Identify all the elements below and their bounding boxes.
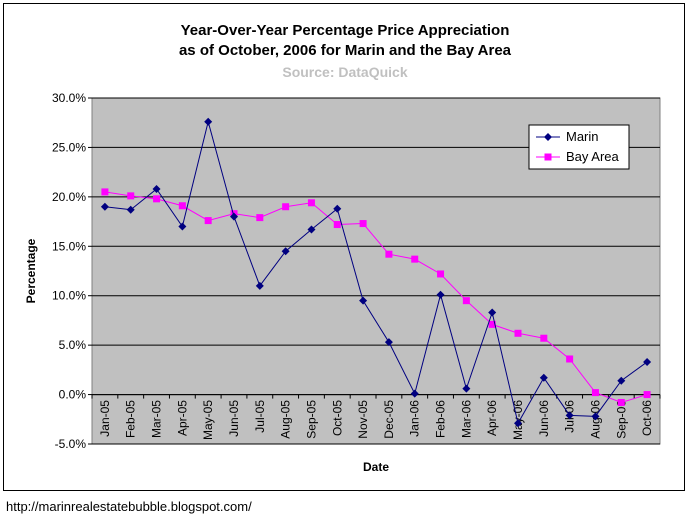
data-point [643, 357, 652, 366]
data-point [514, 329, 522, 337]
data-point [514, 419, 522, 428]
data-point [436, 290, 445, 299]
x-tick-label: May-05 [201, 400, 215, 440]
legend-label: Bay Area [566, 149, 620, 164]
data-point [437, 270, 445, 278]
y-tick-label: 25.0% [52, 140, 86, 154]
data-point [282, 203, 290, 211]
x-tick-label: Aug-05 [279, 400, 293, 439]
data-point [230, 212, 238, 221]
series-lines [100, 117, 652, 428]
y-tick-label: 0.0% [59, 388, 87, 402]
data-point [307, 199, 315, 207]
data-point [643, 391, 651, 399]
data-point [333, 204, 342, 213]
data-point [152, 184, 161, 193]
x-tick-label: Nov-05 [356, 400, 370, 439]
series-marin [100, 117, 652, 428]
data-point [565, 411, 574, 420]
x-tick-label: Oct-06 [640, 400, 654, 436]
data-point [462, 297, 470, 305]
x-tick-label: Mar-06 [459, 400, 473, 438]
data-point [617, 398, 625, 406]
legend-entry: Marin [536, 129, 599, 144]
y-tick-label: 20.0% [52, 190, 86, 204]
y-axis-ticks: -5.0% 0.0% 5.0% 10.0% 15.0% 20.0% 25.0% 30.0% [52, 91, 92, 451]
data-point [127, 192, 135, 200]
x-tick-label: Mar-05 [150, 400, 164, 438]
legend-box [528, 124, 630, 170]
legend-marker [544, 153, 552, 161]
x-tick-label: Feb-05 [124, 400, 138, 438]
y-tick-label: 5.0% [59, 338, 87, 352]
data-point [385, 250, 393, 258]
y-axis-title: Percentage [24, 238, 38, 303]
y-tick-label: 10.0% [52, 289, 86, 303]
data-point [566, 355, 574, 363]
data-point [100, 202, 109, 211]
data-point [178, 222, 187, 231]
x-tick-label: Jan-06 [408, 400, 422, 437]
data-point [204, 217, 212, 225]
data-point [617, 376, 626, 385]
line-chart: Year-Over-Year Percentage Price Apprecia… [24, 22, 661, 474]
y-tick-label: 30.0% [52, 91, 86, 105]
x-tick-label: Jan-05 [98, 400, 112, 437]
data-point [462, 384, 471, 393]
series-line [104, 119, 648, 425]
data-point [411, 255, 419, 263]
legend-label: Marin [566, 129, 599, 144]
x-tick-label: Dec-05 [382, 400, 396, 439]
data-point [591, 389, 599, 397]
x-tick-label: Apr-06 [485, 400, 499, 436]
data-point [591, 412, 600, 421]
data-point [410, 389, 419, 398]
x-tick-label: Jun-06 [537, 400, 551, 437]
data-point [101, 188, 109, 196]
x-tick-label: Sep-05 [304, 400, 318, 439]
data-point [126, 205, 135, 214]
x-tick-label: Feb-06 [434, 400, 448, 438]
footer-url: http://marinrealestatebubble.blogspot.co… [6, 499, 252, 514]
x-tick-label: Oct-05 [330, 400, 344, 436]
legend-marker [544, 133, 552, 141]
data-point [384, 338, 393, 347]
data-point [178, 202, 186, 210]
y-tick-label: -5.0% [55, 437, 87, 451]
legend-entry: Bay Area [536, 149, 620, 164]
data-point [539, 373, 548, 382]
data-point [488, 320, 496, 328]
chart-source: Source: DataQuick [282, 64, 407, 80]
data-point [256, 214, 264, 222]
x-tick-label: Apr-05 [175, 400, 189, 436]
series-line [104, 191, 648, 404]
data-point [333, 221, 341, 229]
data-point [255, 281, 264, 290]
x-axis-ticks: Jan-05 Feb-05 Mar-05 Apr-05 May-05 Jun-05 Jul-… [91, 394, 661, 440]
x-tick-label: Sep-06 [614, 400, 628, 439]
data-point [204, 117, 213, 126]
data-point [281, 247, 290, 256]
x-tick-label: Jun-05 [227, 400, 241, 437]
chart-subtitle: as of October, 2006 for Marin and the Ba… [179, 42, 512, 59]
data-point [307, 225, 316, 234]
y-tick-label: 15.0% [52, 239, 86, 253]
x-tick-label: Jul-05 [253, 400, 267, 433]
x-axis-title: Date [363, 460, 389, 474]
data-point [488, 308, 497, 317]
chart-title: Year-Over-Year Percentage Price Apprecia… [181, 22, 510, 39]
data-point [359, 296, 368, 305]
legend: Marin Bay Area [528, 124, 630, 170]
data-point [359, 220, 367, 228]
data-point [540, 334, 548, 342]
data-point [153, 195, 161, 203]
